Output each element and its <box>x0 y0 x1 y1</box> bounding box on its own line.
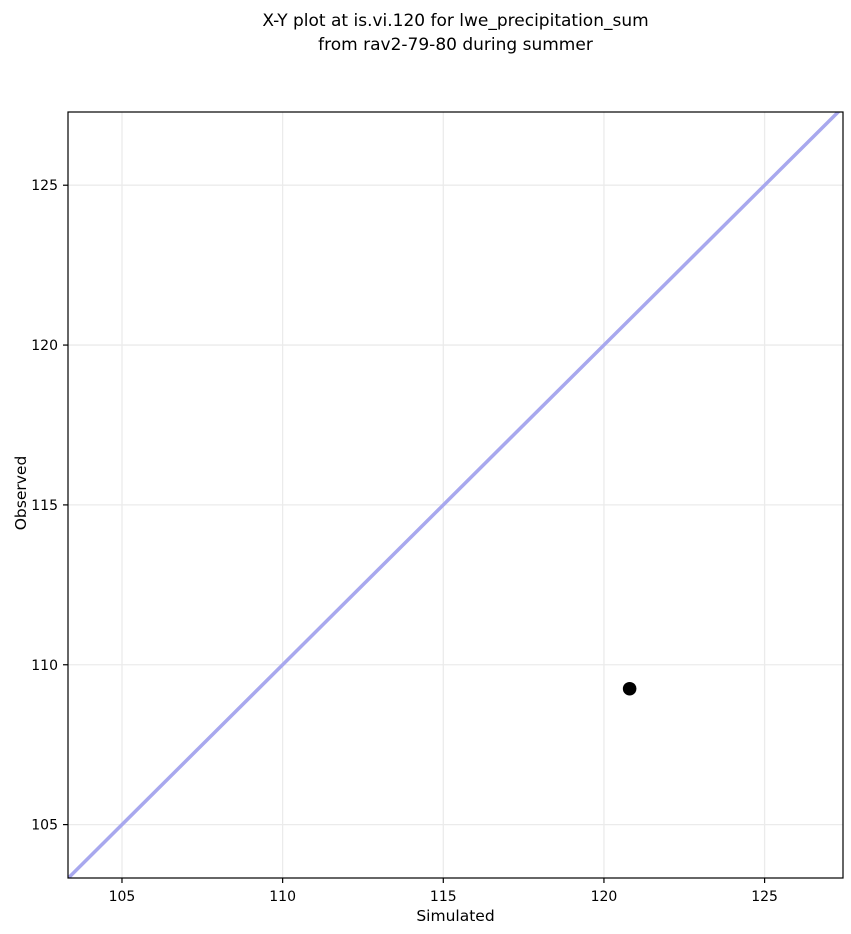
x-tick-label: 125 <box>751 889 778 905</box>
y-tick-label: 125 <box>31 178 58 194</box>
data-point <box>622 681 637 696</box>
x-tick-label: 105 <box>109 889 136 905</box>
x-axis-label: Simulated <box>416 907 495 925</box>
x-tick-label: 110 <box>269 889 296 905</box>
y-tick-label: 120 <box>31 338 58 354</box>
y-axis-label: Observed <box>12 455 30 531</box>
plot-spines <box>67 111 844 879</box>
y-tick-label: 115 <box>31 498 58 514</box>
identity-line <box>68 112 841 878</box>
x-tick-label: 115 <box>430 889 457 905</box>
x-tick-label: 120 <box>591 889 618 905</box>
y-tick-label: 110 <box>31 658 58 674</box>
chart-title: X-Y plot at is.vi.120 for lwe_precipitat… <box>262 11 649 56</box>
y-tick-label: 105 <box>31 818 58 834</box>
